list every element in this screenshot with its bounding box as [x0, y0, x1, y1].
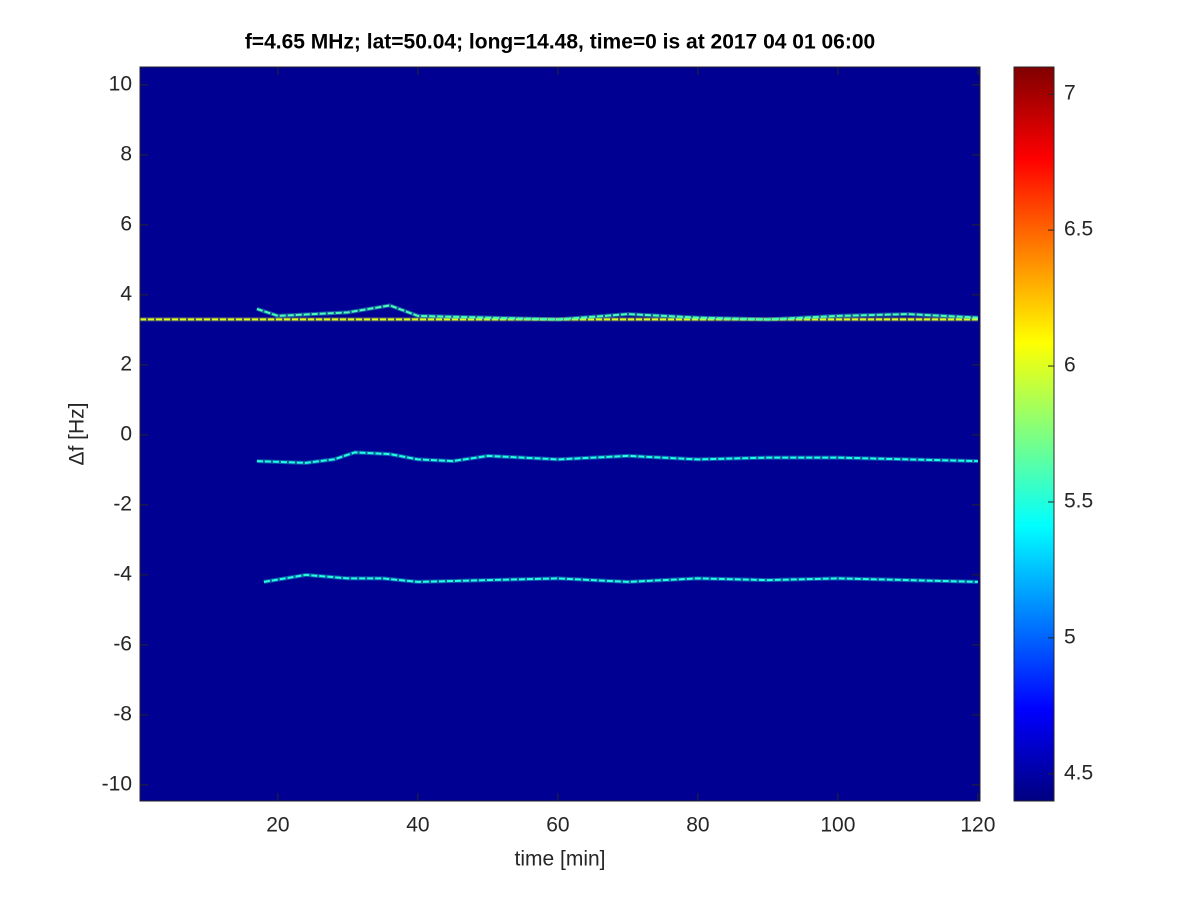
y-axis-label: Δf [Hz]: [66, 402, 89, 465]
chart-title: f=4.65 MHz; lat=50.04; long=14.48, time=…: [245, 31, 875, 54]
y-tick-label: 10: [109, 72, 132, 95]
x-tick-label: 120: [960, 814, 995, 837]
y-tick-label: 2: [120, 352, 132, 375]
colorbar-tick-label: 4.5: [1064, 761, 1093, 784]
colorbar-tick-label: 6.5: [1064, 218, 1093, 241]
y-tick-label: 8: [120, 142, 132, 165]
x-tick-label: 40: [406, 814, 429, 837]
y-tick-label: -4: [113, 562, 132, 585]
y-tick-label: 6: [120, 212, 132, 235]
y-tick-label: -2: [113, 492, 132, 515]
y-tick-label: -10: [102, 772, 132, 795]
trace: [256, 451, 978, 464]
y-tick-label: 4: [120, 282, 132, 305]
y-tick-label: 0: [120, 422, 132, 445]
y-tick-label: -8: [113, 702, 132, 725]
plot-frame: [139, 66, 981, 802]
plot-background: [140, 67, 980, 801]
colorbar: [1013, 66, 1055, 802]
x-axis-label: time [min]: [514, 848, 605, 871]
colorbar-tick-label: 6: [1064, 354, 1076, 377]
colorbar-tick-label: 5: [1064, 625, 1076, 648]
trace: [256, 304, 978, 321]
colorbar-tick-label: 7: [1064, 82, 1076, 105]
trace: [263, 573, 978, 583]
colorbar-tick-label: 5.5: [1064, 490, 1093, 513]
x-tick-label: 20: [266, 814, 289, 837]
x-tick-label: 100: [820, 814, 855, 837]
y-tick-label: -6: [113, 632, 132, 655]
x-tick-label: 60: [546, 814, 569, 837]
x-tick-label: 80: [686, 814, 709, 837]
